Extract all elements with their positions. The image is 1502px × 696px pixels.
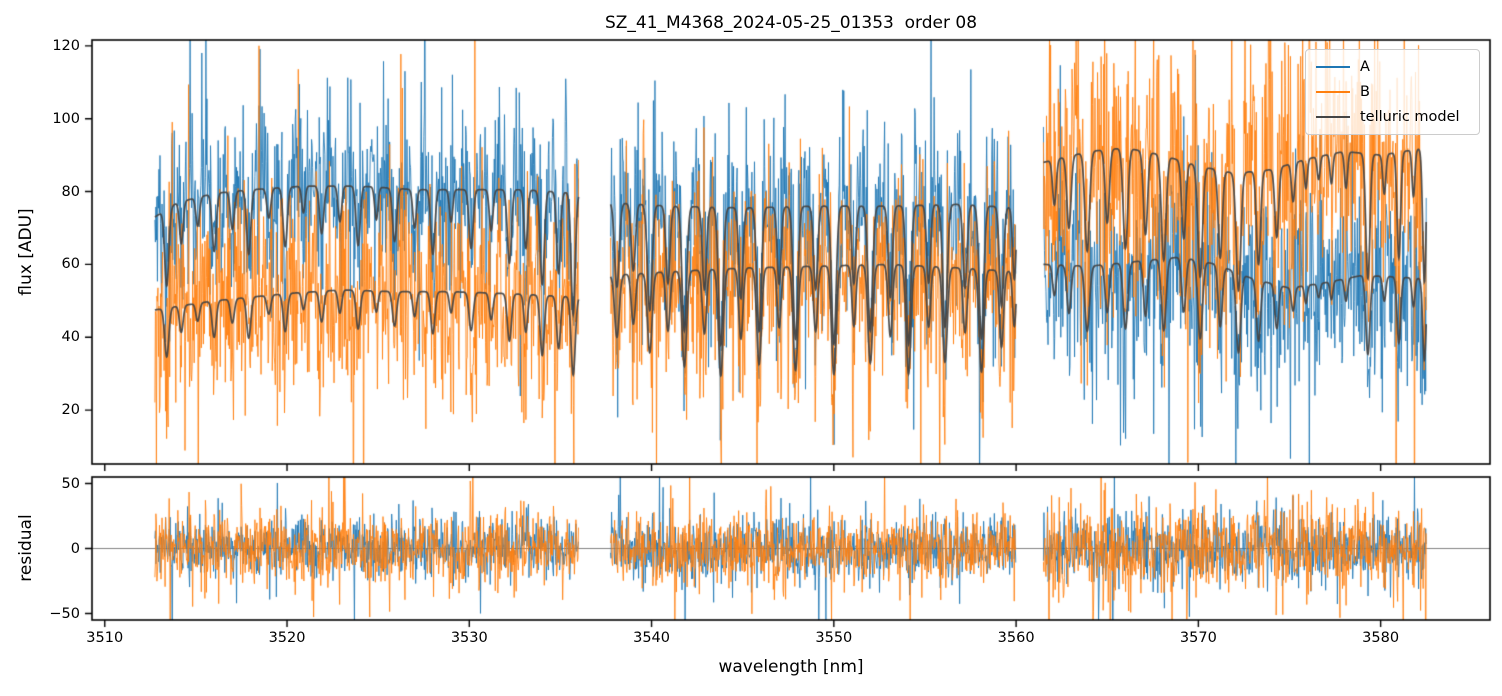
y-tick-label: 0 xyxy=(70,540,80,557)
y-tick-label: 50 xyxy=(61,475,80,492)
x-tick-label: 3530 xyxy=(450,630,488,646)
y-tick-label: 20 xyxy=(61,402,80,419)
legend-entry-telluric-model: telluric model xyxy=(1316,109,1469,125)
flux-axis-label: flux [ADU] xyxy=(16,208,36,296)
x-tick-label: 3580 xyxy=(1362,630,1400,646)
y-tick-label: 80 xyxy=(61,183,80,200)
x-tick-label: 3520 xyxy=(268,630,306,646)
x-tick-label: 3570 xyxy=(1179,630,1217,646)
legend-line-icon xyxy=(1316,66,1350,69)
legend-label: telluric model xyxy=(1360,108,1460,125)
legend-label: A xyxy=(1360,59,1370,76)
y-tick-label: 40 xyxy=(61,329,80,346)
legend-entry-b: B xyxy=(1316,84,1469,100)
legend-label: B xyxy=(1360,83,1370,100)
y-tick-label: 100 xyxy=(52,110,80,127)
chart-title: SZ_41_M4368_2024-05-25_01353 order 08 xyxy=(604,13,978,33)
legend-line-icon xyxy=(1316,90,1350,93)
x-tick-label: 3510 xyxy=(86,630,124,646)
legend-line-icon xyxy=(1316,115,1350,118)
x-tick-label: 3550 xyxy=(815,630,853,646)
y-tick-label: −50 xyxy=(49,605,80,622)
wavelength-axis-label: wavelength [nm] xyxy=(718,657,864,677)
y-tick-label: 60 xyxy=(61,256,80,273)
x-tick-label: 3540 xyxy=(633,630,671,646)
x-tick-label: 3560 xyxy=(997,630,1035,646)
y-tick-label: 120 xyxy=(52,37,80,54)
legend-entry-a: A xyxy=(1316,59,1469,75)
